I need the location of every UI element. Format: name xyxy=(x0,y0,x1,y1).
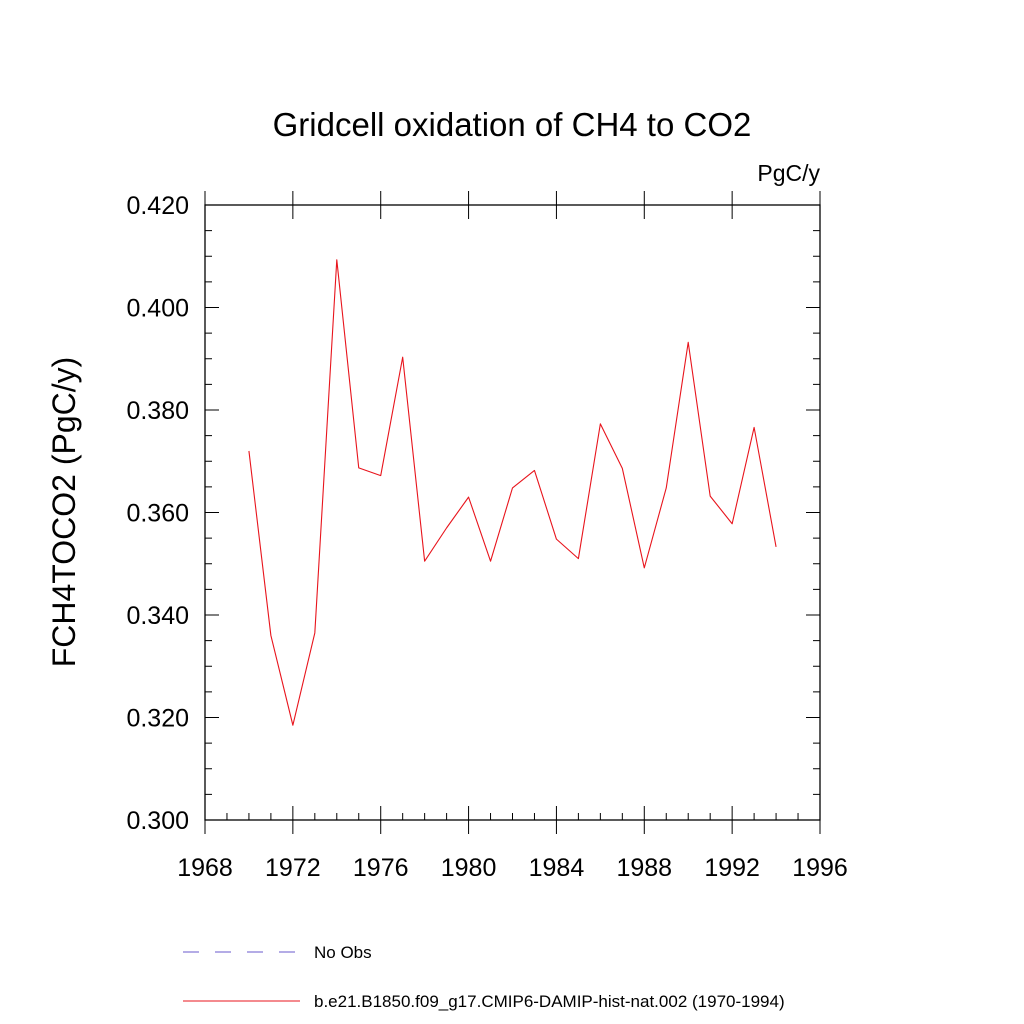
y-tick-label: 0.400 xyxy=(126,295,189,323)
chart-title: Gridcell oxidation of CH4 to CO2 xyxy=(273,106,752,143)
plot-layer: 0.300 0.320 0.340 0.360 0.380 0.400 0.420 1968 1… xyxy=(126,191,848,882)
y-axis-label: FCH4TOCO2 (PgC/y) xyxy=(46,357,82,668)
x-tick-label: 1984 xyxy=(529,854,585,882)
x-tick-label: 1996 xyxy=(792,854,848,882)
x-tick-label: 1980 xyxy=(441,854,497,882)
units-label: PgC/y xyxy=(757,160,820,186)
series-line xyxy=(248,259,777,726)
y-tick-label: 0.320 xyxy=(126,705,189,733)
x-tick-label: 1988 xyxy=(616,854,672,882)
y-tick-label: 0.420 xyxy=(126,192,189,220)
x-tick-label: 1992 xyxy=(704,854,760,882)
x-tick-label: 1968 xyxy=(177,854,233,882)
y-tick-label: 0.340 xyxy=(126,602,189,630)
y-tick-label: 0.300 xyxy=(126,807,189,835)
plot-frame xyxy=(204,204,821,821)
legend-label: b.e21.B1850.f09_g17.CMIP6-DAMIP-hist-nat… xyxy=(314,992,785,1011)
y-tick-label: 0.380 xyxy=(126,397,189,425)
x-tick-label: 1972 xyxy=(265,854,321,882)
x-tick-label: 1976 xyxy=(353,854,409,882)
y-tick-label: 0.360 xyxy=(126,500,189,528)
legend-label: No Obs xyxy=(314,943,372,962)
legend: No Obs b.e21.B1850.f09_g17.CMIP6-DAMIP-hi… xyxy=(183,943,785,1011)
